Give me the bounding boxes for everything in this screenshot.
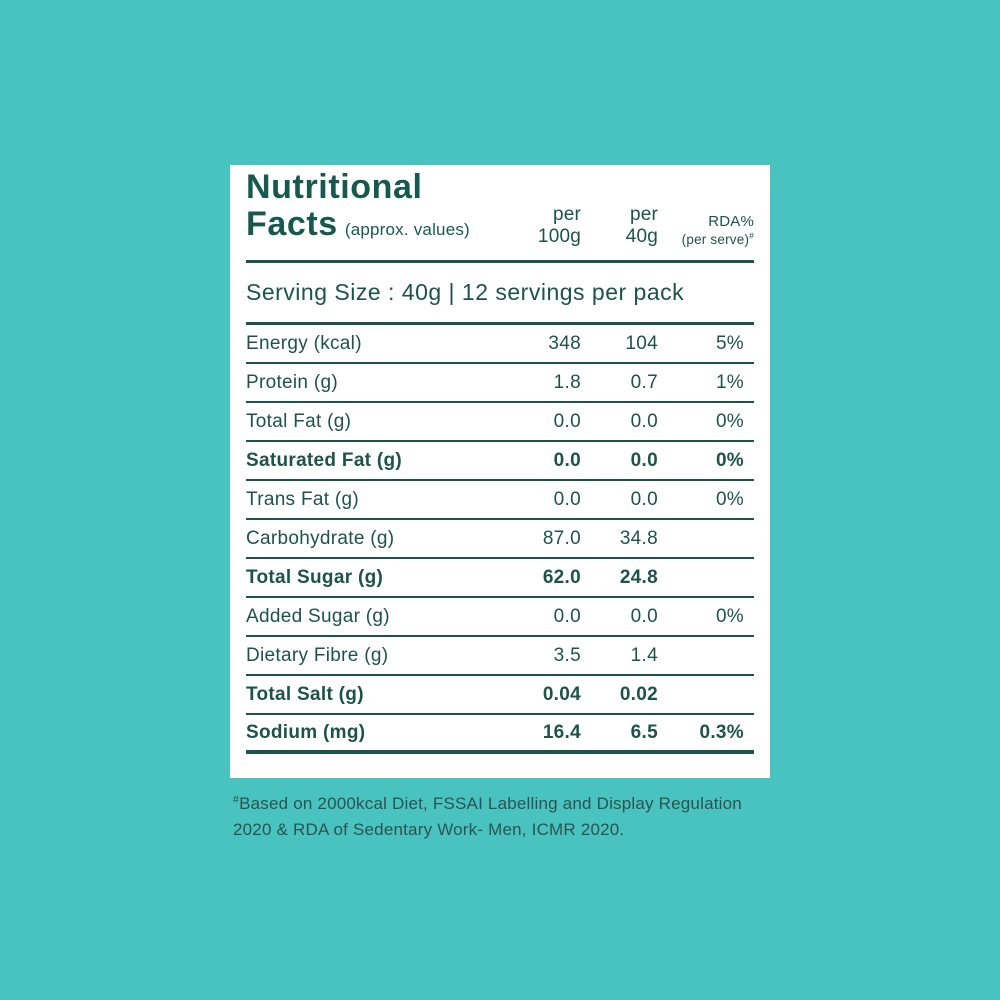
- value-per-40g: 6.5: [630, 721, 658, 743]
- value-per-100g: 62.0: [542, 566, 581, 588]
- nutrient-label: Saturated Fat (g): [246, 449, 403, 471]
- footnote-line-2: 2020 & RDA of Sedentary Work- Men, ICMR …: [233, 820, 625, 839]
- title-note: (approx. values): [344, 220, 470, 239]
- nutrient-table: Energy (kcal) 348 104 5% Protein (g) 1.8…: [246, 325, 754, 754]
- table-row: Total Sugar (g) 62.0 24.8: [246, 559, 754, 598]
- value-per-40g: 0.0: [630, 605, 658, 627]
- table-row: Saturated Fat (g) 0.0 0.0 0%: [246, 442, 754, 481]
- title-line-1: Nutritional: [246, 168, 423, 206]
- table-row: Added Sugar (g) 0.0 0.0 0%: [246, 598, 754, 637]
- value-per-40g: 104: [625, 332, 658, 354]
- table-row: Trans Fat (g) 0.0 0.0 0%: [246, 481, 754, 520]
- value-rda: 0.3%: [699, 721, 744, 743]
- value-rda: 5%: [715, 332, 744, 354]
- table-row: Protein (g) 1.8 0.7 1%: [246, 364, 754, 403]
- footnote-line-1: Based on 2000kcal Diet, FSSAI Labelling …: [239, 794, 742, 813]
- table-row: Energy (kcal) 348 104 5%: [246, 325, 754, 364]
- nutrient-label: Protein (g): [246, 371, 339, 393]
- value-per-100g: 348: [548, 332, 581, 354]
- panel-title: Nutritional Facts (approx. values): [246, 169, 501, 248]
- value-rda: 0%: [715, 449, 744, 471]
- value-per-100g: 0.0: [553, 605, 581, 627]
- serving-size-text: Serving Size : 40g | 12 servings per pac…: [246, 279, 685, 305]
- table-row: Total Salt (g) 0.04 0.02: [246, 676, 754, 715]
- nutrient-label: Total Sugar (g): [246, 566, 384, 588]
- nutrition-facts-panel: Nutritional Facts (approx. values) per 10…: [230, 165, 770, 778]
- value-per-100g: 0.0: [553, 488, 581, 510]
- value-per-100g: 0.0: [553, 449, 581, 471]
- value-rda: 1%: [715, 371, 744, 393]
- nutrient-label: Carbohydrate (g): [246, 527, 395, 549]
- value-per-40g: 0.0: [630, 449, 658, 471]
- nutrient-label: Total Fat (g): [246, 410, 352, 432]
- value-per-40g: 0.0: [630, 410, 658, 432]
- nutrient-label: Trans Fat (g): [246, 488, 359, 510]
- value-per-100g: 0.0: [553, 410, 581, 432]
- table-row: Carbohydrate (g) 87.0 34.8: [246, 520, 754, 559]
- value-rda: 0%: [715, 605, 744, 627]
- table-row: Sodium (mg) 16.4 6.5 0.3%: [246, 715, 754, 754]
- title-line-2: Facts (approx. values): [246, 205, 470, 243]
- column-headers: per 100g per 40g RDA% (per serve)#: [501, 204, 754, 248]
- nutrient-label: Sodium (mg): [246, 721, 366, 743]
- value-per-40g: 0.7: [630, 371, 658, 393]
- rda-footnote-marker: #: [749, 230, 754, 241]
- nutrient-label: Dietary Fibre (g): [246, 644, 389, 666]
- value-rda: 0%: [715, 488, 744, 510]
- value-per-40g: 1.4: [630, 644, 658, 666]
- value-per-40g: 0.02: [619, 683, 658, 705]
- value-per-100g: 87.0: [542, 527, 581, 549]
- serving-size-row: Serving Size : 40g | 12 servings per pac…: [246, 263, 754, 325]
- value-per-40g: 34.8: [619, 527, 658, 549]
- value-per-100g: 3.5: [553, 644, 581, 666]
- nutrient-label: Added Sugar (g): [246, 605, 390, 627]
- column-header-per-40g: per 40g: [625, 204, 658, 247]
- value-per-40g: 24.8: [619, 566, 658, 588]
- footnote: #Based on 2000kcal Diet, FSSAI Labelling…: [233, 791, 793, 843]
- nutrient-label: Total Salt (g): [246, 683, 364, 705]
- column-header-rda: RDA% (per serve)#: [681, 213, 754, 247]
- value-per-40g: 0.0: [630, 488, 658, 510]
- value-rda: 0%: [715, 410, 744, 432]
- table-row: Total Fat (g) 0.0 0.0 0%: [246, 403, 754, 442]
- column-header-per-100g: per 100g: [537, 204, 581, 247]
- panel-header: Nutritional Facts (approx. values) per 10…: [246, 165, 754, 263]
- value-per-100g: 0.04: [542, 683, 581, 705]
- table-row: Dietary Fibre (g) 3.5 1.4: [246, 637, 754, 676]
- nutrient-label: Energy (kcal): [246, 332, 362, 354]
- value-per-100g: 16.4: [542, 721, 581, 743]
- footnote-marker: #: [233, 793, 240, 806]
- value-per-100g: 1.8: [553, 371, 581, 393]
